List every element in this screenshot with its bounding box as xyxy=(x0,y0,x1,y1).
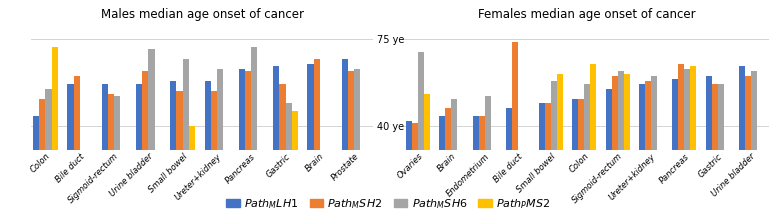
Bar xyxy=(472,116,479,150)
Bar xyxy=(479,116,485,150)
Bar xyxy=(142,71,148,150)
Bar xyxy=(584,84,591,150)
Bar xyxy=(618,71,624,150)
Bar xyxy=(424,93,430,150)
Bar xyxy=(451,99,458,150)
Title: Females median age onset of cancer: Females median age onset of cancer xyxy=(478,8,695,21)
Title: Males median age onset of cancer: Males median age onset of cancer xyxy=(100,8,304,21)
Bar xyxy=(606,89,611,150)
Bar xyxy=(685,69,690,150)
Bar xyxy=(551,81,557,150)
Bar xyxy=(204,81,211,150)
Bar xyxy=(354,69,361,150)
Bar xyxy=(314,59,320,150)
Bar xyxy=(46,89,51,150)
Bar xyxy=(611,76,618,150)
Bar xyxy=(579,99,584,150)
Bar xyxy=(342,59,348,150)
Bar xyxy=(40,99,46,150)
Bar xyxy=(512,42,518,150)
Bar xyxy=(114,96,120,150)
Bar xyxy=(217,69,223,150)
Bar xyxy=(170,81,176,150)
Bar xyxy=(573,99,579,150)
Bar xyxy=(136,84,142,150)
Bar xyxy=(645,81,651,150)
Legend: $\it{Path_MLH1}$, $\it{Path_MSH2}$, $\it{Path_MSH6}$, $\it{Path_PMS2}$: $\it{Path_MLH1}$, $\it{Path_MSH2}$, $\it… xyxy=(221,193,556,215)
Bar xyxy=(739,67,745,150)
Bar xyxy=(485,96,490,150)
Bar xyxy=(74,76,80,150)
Bar xyxy=(211,91,217,150)
Bar xyxy=(624,74,629,150)
Bar xyxy=(751,71,757,150)
Bar xyxy=(280,84,285,150)
Bar xyxy=(706,76,712,150)
Bar xyxy=(506,108,512,150)
Bar xyxy=(445,108,451,150)
Bar xyxy=(690,67,696,150)
Bar xyxy=(539,103,545,150)
Bar xyxy=(712,84,718,150)
Bar xyxy=(545,103,551,150)
Bar xyxy=(406,121,412,150)
Bar xyxy=(189,126,195,150)
Bar xyxy=(348,71,354,150)
Bar xyxy=(672,79,678,150)
Bar xyxy=(639,84,645,150)
Bar xyxy=(274,67,280,150)
Bar xyxy=(251,47,257,150)
Bar xyxy=(718,84,723,150)
Bar xyxy=(239,69,245,150)
Bar xyxy=(33,116,40,150)
Bar xyxy=(285,103,291,150)
Bar xyxy=(418,52,424,150)
Bar xyxy=(68,84,74,150)
Bar xyxy=(439,116,445,150)
Bar xyxy=(245,71,251,150)
Bar xyxy=(308,64,314,150)
Bar xyxy=(148,49,155,150)
Bar xyxy=(183,59,189,150)
Bar xyxy=(678,64,685,150)
Bar xyxy=(291,111,298,150)
Bar xyxy=(651,76,657,150)
Bar xyxy=(591,64,597,150)
Bar xyxy=(108,93,114,150)
Bar xyxy=(51,47,57,150)
Bar xyxy=(102,84,108,150)
Bar xyxy=(412,123,418,150)
Bar xyxy=(745,76,751,150)
Bar xyxy=(176,91,183,150)
Bar xyxy=(557,74,563,150)
